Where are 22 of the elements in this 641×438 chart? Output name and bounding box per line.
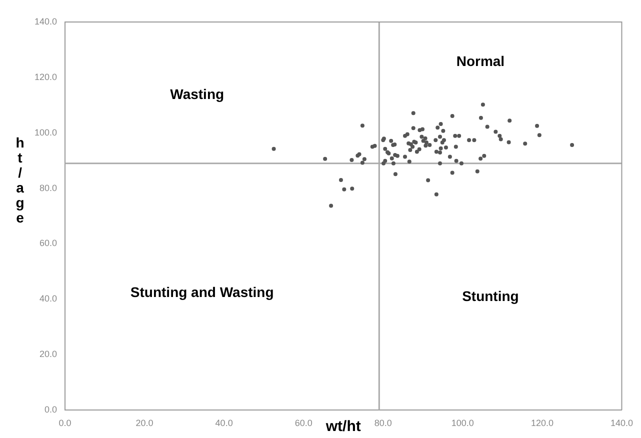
x-tick-label: 100.0 xyxy=(451,418,474,428)
x-axis-title: wt/ht xyxy=(324,418,361,436)
y-tick-label: 100.0 xyxy=(34,127,57,138)
y-tick-label: 20.0 xyxy=(39,349,57,360)
annotation: Stunting and Wasting xyxy=(130,284,274,300)
annotation: Normal xyxy=(456,52,505,69)
y-axis-title: ht/age xyxy=(16,134,24,226)
y-tick-label: 80.0 xyxy=(39,182,57,193)
annotation: Stunting xyxy=(462,288,519,304)
x-tick-label: 20.0 xyxy=(136,418,154,428)
y-tick-label: 120.0 xyxy=(34,72,57,82)
y-tick-label: 0.0 xyxy=(44,404,57,414)
y-tick-label: 40.0 xyxy=(39,294,57,304)
y-tick-label: 140.0 xyxy=(34,16,57,26)
x-tick-label: 80.0 xyxy=(374,418,392,428)
x-tick-label: 120.0 xyxy=(530,418,554,428)
x-tick-label: 40.0 xyxy=(215,418,233,428)
annotation: Wasting xyxy=(170,86,224,102)
x-tick-label: 140.0 xyxy=(610,418,634,428)
x-tick-label: 0.0 xyxy=(58,418,72,428)
x-tick-label: 60.0 xyxy=(294,418,312,428)
y-tick-label: 60.0 xyxy=(39,238,57,248)
